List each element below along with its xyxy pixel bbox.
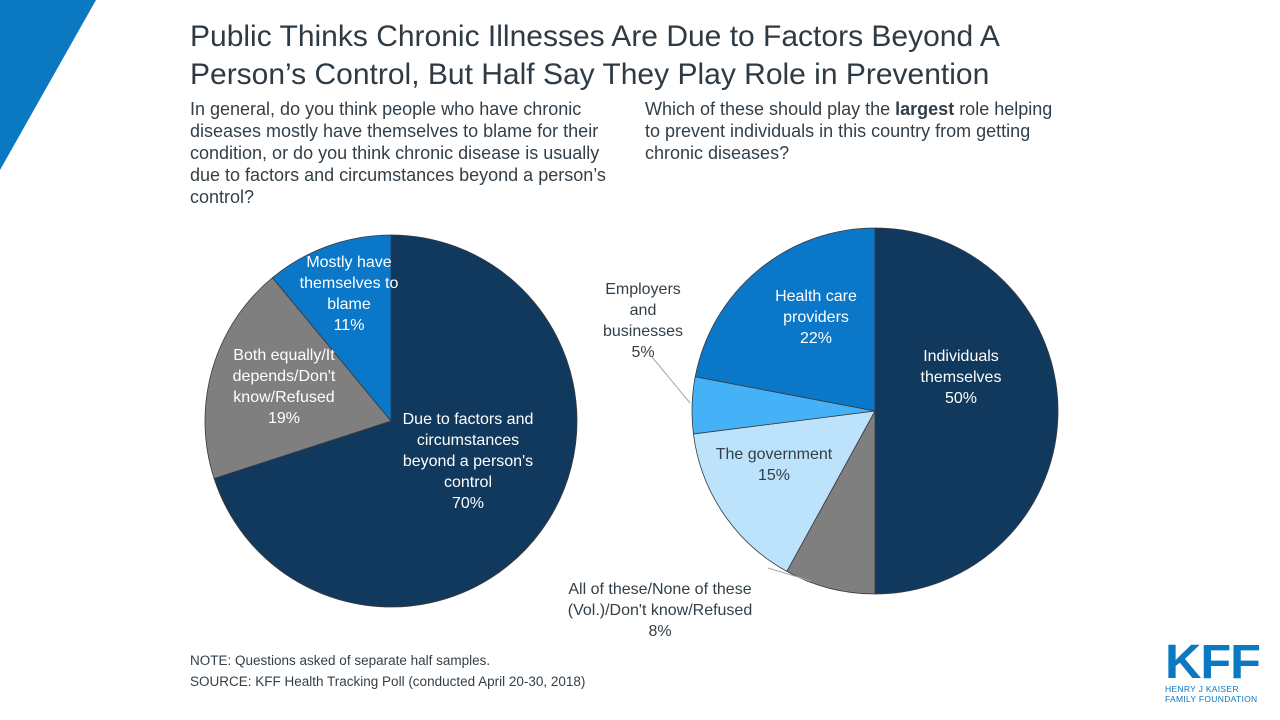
slice-label-line: (Vol.)/Don't know/Refused [568, 602, 752, 619]
slice-value-label: 11% [334, 317, 365, 334]
slice-label-line: circumstances [417, 432, 519, 449]
slice-label-line: Employers [605, 281, 681, 298]
title-line-1: Public Thinks Chronic Illnesses Are Due … [190, 20, 1000, 53]
slice-label-line: control [444, 474, 492, 491]
corner-accent-shape [0, 0, 96, 170]
slice-label: Employers and businesses 5% [603, 281, 683, 361]
slice-value-label: 19% [268, 410, 300, 427]
note-text: NOTE: Questions asked of separate half s… [190, 653, 491, 668]
page-title: Public Thinks Chronic Illnesses Are Due … [190, 18, 1190, 94]
pie-slice [874, 227, 1059, 595]
pie-chart-right: Individuals themselves 50% All of these/Non… [568, 227, 1059, 640]
slice-label-line: All of these/None of these [568, 581, 751, 598]
slice-label: All of these/None of these (Vol.)/Don't k… [568, 581, 752, 640]
slice-label-line: know/Refused [233, 389, 334, 406]
pie-slice [204, 277, 392, 479]
pie-slice [271, 234, 392, 423]
slice-label: Mostly have themselves to blame 11% [300, 254, 399, 334]
slice-label-line: Mostly have [306, 254, 391, 271]
slice-value-label: 15% [758, 467, 790, 484]
slice-label-line: Due to factors and [403, 411, 534, 428]
slice-value-label: 70% [452, 495, 484, 512]
slice-label-line: beyond a person's [403, 453, 533, 470]
slice-label-line: Health care [775, 288, 857, 305]
logo-subtitle-2: FAMILY FOUNDATION [1165, 694, 1258, 704]
slice-value-label: 22% [800, 330, 832, 347]
slice-label: Both equally/It depends/Don't know/Refused… [233, 347, 336, 427]
slice-label: The government 15% [716, 446, 833, 484]
logo-wordmark: KFF [1165, 636, 1261, 689]
slice-label: Health care providers 22% [775, 288, 857, 347]
slice-value-label: 8% [648, 623, 671, 640]
slice-label-line: Individuals [923, 348, 999, 365]
leader-line [767, 567, 812, 582]
question-right-before: Which of these should play the [645, 99, 896, 119]
kff-logo: KFF HENRY J KAISER FAMILY FOUNDATION [1165, 639, 1265, 705]
leader-line [651, 356, 691, 404]
slice-label-line: depends/Don't [233, 368, 336, 385]
title-line-2: Person’s Control, But Half Say They Play… [190, 58, 990, 91]
pie-slice [786, 410, 876, 595]
slice-label: Due to factors and circumstances beyond a … [403, 411, 534, 512]
footnotes: NOTE: Questions asked of separate half s… [190, 650, 585, 692]
pie-slice [692, 410, 876, 572]
slice-label-line: themselves to [300, 275, 399, 292]
slice-value-label: 5% [631, 344, 654, 361]
slice-label-line: businesses [603, 323, 683, 340]
question-right-after: role helping to prevent individuals in t… [645, 99, 1053, 163]
pie-slice [213, 234, 578, 608]
slice-value-label: 50% [945, 390, 977, 407]
slice-label-line: and [630, 302, 657, 319]
source-text: SOURCE: KFF Health Tracking Poll (conduc… [190, 674, 586, 689]
slice-label-line: providers [783, 309, 849, 326]
slice-label-line: blame [327, 296, 371, 313]
slice-label-line: themselves [921, 369, 1002, 386]
slice-label-line: The government [716, 446, 833, 463]
pie-slice [694, 227, 876, 412]
question-left: In general, do you think people who have… [190, 99, 606, 207]
pie-chart-left: Due to factors and circumstances beyond a … [204, 234, 578, 608]
question-right: Which of these should play the largest r… [645, 98, 1065, 164]
slice-label: Individuals themselves 50% [921, 348, 1002, 407]
slice-label-line: Both equally/It [233, 347, 335, 364]
logo-subtitle-1: HENRY J KAISER [1165, 684, 1239, 694]
question-right-bold: largest [895, 99, 955, 119]
